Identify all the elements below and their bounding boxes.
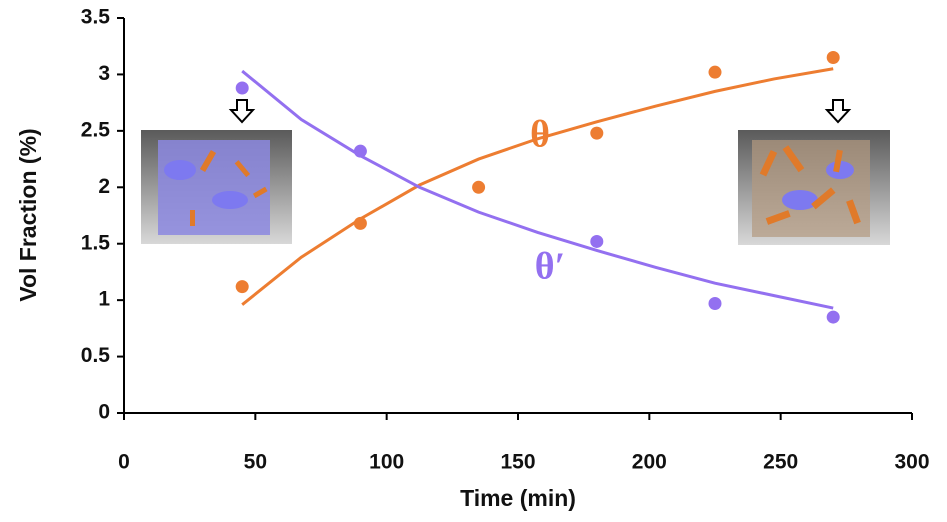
inset-left	[141, 130, 292, 244]
point	[827, 311, 840, 324]
x-tick-label: 200	[632, 451, 667, 474]
point	[236, 280, 249, 293]
point	[590, 127, 603, 140]
arrow	[827, 100, 849, 122]
x-tick-label: 100	[369, 451, 404, 474]
y-tick-label: 2	[98, 175, 110, 198]
arrow	[231, 100, 253, 122]
point	[236, 81, 249, 94]
point	[709, 297, 722, 310]
x-tick-label: 300	[894, 451, 929, 474]
point	[590, 235, 603, 248]
chart: Time (min) Vol Fraction (%) 0 0.5 1 1.5 2 2.5…	[0, 0, 947, 522]
point	[354, 217, 367, 230]
point	[827, 51, 840, 64]
y-tick-label: 1	[98, 288, 110, 311]
x-tick-label: 50	[244, 451, 267, 474]
y-tick-label: 0	[98, 401, 110, 424]
series-label: θ′	[535, 246, 566, 288]
x-tick-label: 0	[118, 451, 130, 474]
y-tick-label: 0.5	[81, 344, 111, 367]
inset-right	[738, 130, 890, 245]
y-axis-title: Vol Fraction (%)	[15, 128, 41, 301]
y-tick-label: 1.5	[81, 231, 111, 254]
x-tick-label: 150	[500, 451, 535, 474]
y-tick-label: 3.5	[81, 6, 111, 29]
y-tick-label: 3	[98, 62, 110, 85]
series-label: θ	[530, 114, 550, 156]
y-tick-label: 2.5	[81, 118, 111, 141]
x-axis-title: Time (min)	[460, 485, 576, 511]
x-tick-label: 250	[763, 451, 798, 474]
point	[354, 145, 367, 158]
point	[472, 181, 485, 194]
point	[709, 66, 722, 79]
